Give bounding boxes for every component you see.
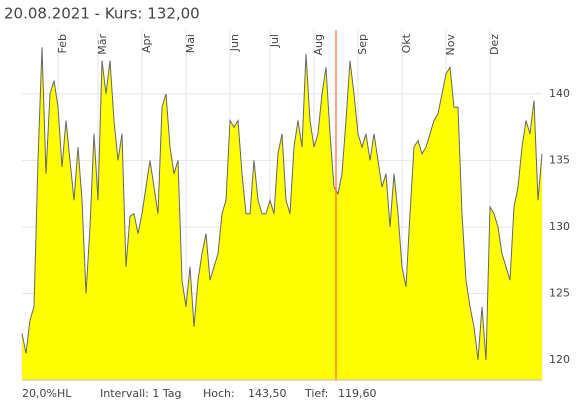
line — [21, 47, 543, 361]
footer-range: 20,0%HL — [22, 387, 72, 400]
footer-high: 143,50 — [248, 387, 287, 400]
footer-high-label: Hoch: — [203, 387, 235, 400]
y-tick-label: 130 — [549, 220, 570, 233]
x-tick-label: Nov — [444, 34, 457, 56]
plot — [21, 30, 543, 381]
y-tick-label: 140 — [549, 87, 570, 100]
x-tick-label: Aug — [312, 34, 325, 55]
x-tick-label: Jun — [228, 34, 241, 52]
x-tick-label: Dez — [488, 34, 501, 55]
footer-low: 119,60 — [338, 387, 377, 400]
chart-title: 20.08.2021 - Kurs: 132,00 — [4, 5, 200, 23]
x-tick-label: Jul — [268, 34, 281, 48]
y-tick-label: 120 — [549, 353, 570, 366]
x-tick-label: Mai — [184, 34, 197, 53]
area — [22, 47, 542, 381]
y-tick-label: 135 — [549, 153, 570, 166]
y-tick-label: 125 — [549, 286, 570, 299]
footer-interval: Intervall: 1 Tag — [100, 387, 182, 400]
x-tick-label: Mär — [96, 34, 109, 55]
x-tick-label: Feb — [56, 34, 69, 53]
x-tick-label: Sep — [356, 34, 369, 55]
x-tick-label: Okt — [400, 33, 413, 53]
x-tick-label: Apr — [140, 34, 153, 54]
footer-low-label: Tief: — [304, 387, 328, 400]
